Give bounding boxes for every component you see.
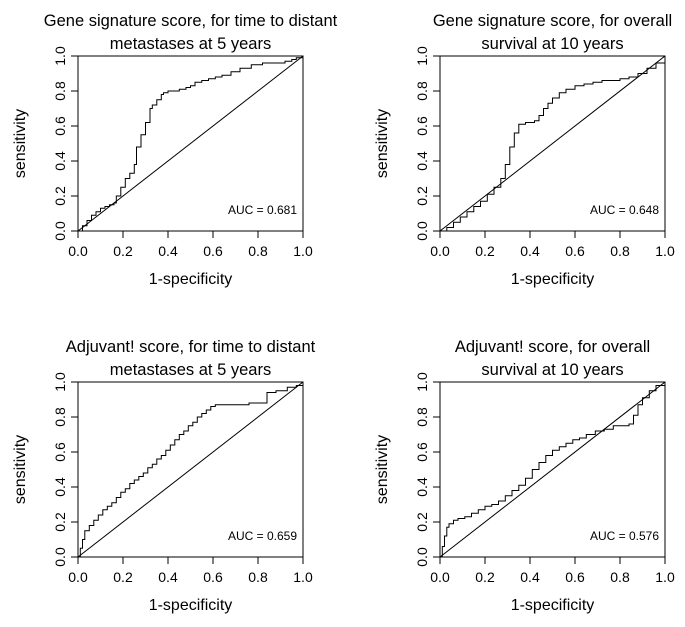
y-tick-label: 0.6 [52, 442, 68, 462]
panel-body: Adjuvant! score, for time to distant meta… [12, 338, 316, 614]
y-tick-label: 0.4 [52, 477, 68, 497]
x-tick-label: 0.2 [113, 243, 133, 259]
chart-title-line: metastases at 5 years [110, 361, 271, 379]
chart-title-line: Gene signature score, for time to distan… [44, 12, 338, 30]
y-tick-label: 0.2 [52, 512, 68, 532]
y-tick-label: 0.0 [52, 547, 68, 567]
x-tick-label: 0.2 [113, 569, 133, 585]
y-tick-label: 0.2 [414, 186, 430, 206]
x-tick-label: 0.0 [68, 569, 88, 585]
y-tick-label: 0.8 [52, 81, 68, 101]
x-tick-label: 1.0 [293, 243, 313, 259]
auc-annotation: AUC = 0.576 [590, 529, 659, 543]
reference-diagonal-line [439, 381, 666, 558]
roc-panel-gene-survival: Gene signature score, for overall surviva… [374, 12, 675, 288]
x-tick-label: 0.2 [475, 243, 495, 259]
y-tick-label: 0.0 [52, 221, 68, 241]
x-tick-label: 1.0 [293, 569, 313, 585]
x-tick-label: 0.0 [68, 243, 88, 259]
chart-title-line: Adjuvant! score, for time to distant [66, 338, 316, 356]
reference-diagonal-line [77, 381, 304, 558]
auc-annotation: AUC = 0.681 [228, 203, 297, 217]
x-tick-label: 0.4 [520, 243, 540, 259]
y-tick-label: 0.0 [414, 221, 430, 241]
roc-panel-adjuvant-survival: Adjuvant! score, for overall survival at … [374, 338, 675, 614]
roc-curve [78, 56, 304, 232]
auc-annotation: AUC = 0.648 [590, 203, 659, 217]
y-axis-label: sensitivity [374, 435, 391, 504]
panel-body: Gene signature score, for overall surviva… [374, 12, 675, 288]
plot-frame [439, 55, 666, 232]
x-tick-label: 0.2 [475, 569, 495, 585]
y-tick-label: 0.8 [52, 407, 68, 427]
y-tick-label: 0.8 [414, 407, 430, 427]
y-tick-label: 1.0 [52, 46, 68, 66]
x-axis-label: 1-specificity [511, 271, 595, 288]
plot-frame [77, 381, 304, 558]
y-tick-label: 0.6 [52, 116, 68, 136]
plot-frame [77, 55, 304, 232]
x-tick-label: 0.6 [565, 569, 585, 585]
roc-curve [78, 382, 304, 558]
chart-title-line: survival at 10 years [481, 361, 623, 379]
panel-body: Gene signature score, for time to distan… [12, 12, 338, 288]
y-axis-label: sensitivity [12, 109, 29, 178]
roc-panel-adjuvant-metastases: Adjuvant! score, for time to distant meta… [12, 338, 316, 614]
reference-diagonal-line [439, 55, 666, 232]
plot-frame [439, 381, 666, 558]
y-axis-label: sensitivity [374, 109, 391, 178]
y-tick-label: 1.0 [414, 372, 430, 392]
chart-title-line: metastases at 5 years [110, 35, 271, 53]
x-tick-label: 0.6 [203, 243, 223, 259]
x-tick-label: 0.0 [430, 243, 450, 259]
x-tick-label: 0.8 [248, 243, 268, 259]
roc-curve [440, 56, 666, 232]
x-tick-label: 0.8 [610, 243, 630, 259]
y-tick-label: 0.2 [52, 186, 68, 206]
y-tick-label: 0.6 [414, 116, 430, 136]
y-tick-label: 0.6 [414, 442, 430, 462]
y-tick-label: 0.4 [414, 477, 430, 497]
auc-annotation: AUC = 0.659 [228, 529, 297, 543]
y-tick-label: 0.4 [414, 151, 430, 171]
x-tick-label: 0.4 [520, 569, 540, 585]
x-axis-label: 1-specificity [511, 597, 595, 614]
y-tick-label: 0.0 [414, 547, 430, 567]
y-tick-label: 1.0 [414, 46, 430, 66]
x-tick-label: 0.8 [248, 569, 268, 585]
y-tick-label: 0.8 [414, 81, 430, 101]
reference-diagonal-line [77, 55, 304, 232]
x-tick-label: 0.4 [158, 243, 178, 259]
roc-panel-gene-metastases: Gene signature score, for time to distan… [12, 12, 338, 288]
x-tick-label: 0.6 [565, 243, 585, 259]
x-tick-label: 0.0 [430, 569, 450, 585]
roc-curve [440, 382, 666, 558]
x-tick-label: 0.6 [203, 569, 223, 585]
panel-body: Adjuvant! score, for overall survival at … [374, 338, 675, 614]
y-tick-label: 0.2 [414, 512, 430, 532]
x-tick-label: 0.8 [610, 569, 630, 585]
chart-title-line: Gene signature score, for overall [433, 12, 672, 30]
x-tick-label: 1.0 [655, 569, 675, 585]
x-axis-label: 1-specificity [149, 597, 233, 614]
y-tick-label: 0.4 [52, 151, 68, 171]
y-tick-label: 1.0 [52, 372, 68, 392]
y-axis-label: sensitivity [12, 435, 29, 504]
x-axis-label: 1-specificity [149, 271, 233, 288]
chart-title-line: survival at 10 years [481, 35, 623, 53]
chart-title-line: Adjuvant! score, for overall [455, 338, 650, 356]
x-tick-label: 1.0 [655, 243, 675, 259]
x-tick-label: 0.4 [158, 569, 178, 585]
